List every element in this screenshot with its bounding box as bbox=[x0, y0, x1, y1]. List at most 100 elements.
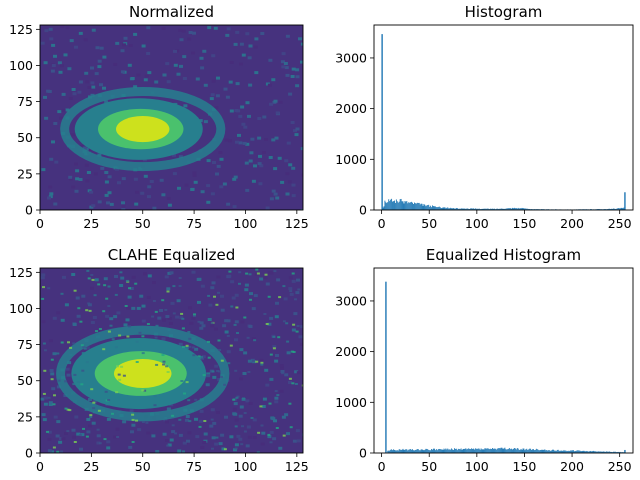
noise-pixel bbox=[143, 78, 148, 82]
noise-pixel bbox=[127, 63, 132, 67]
noise-pixel bbox=[65, 108, 70, 112]
histogram-bar bbox=[461, 208, 463, 210]
texture-pixel bbox=[166, 444, 170, 447]
histogram-bar bbox=[549, 450, 551, 453]
noise-pixel bbox=[89, 190, 94, 194]
histogram-bar bbox=[416, 449, 418, 453]
noise-pixel bbox=[237, 133, 241, 137]
noise-pixel bbox=[120, 49, 125, 53]
noise-pixel bbox=[71, 428, 76, 432]
histogram-bar bbox=[504, 447, 506, 453]
texture-pixel bbox=[220, 359, 224, 362]
noise-pixel bbox=[241, 122, 246, 126]
noise-pixel bbox=[258, 154, 262, 158]
histogram-bar bbox=[428, 204, 430, 210]
texture-pixel bbox=[213, 295, 216, 298]
noise-pixel bbox=[55, 434, 60, 438]
texture-pixel bbox=[134, 282, 138, 285]
noise-pixel bbox=[54, 160, 59, 164]
histogram-bar bbox=[438, 448, 440, 453]
subplot-title: CLAHE Equalized bbox=[108, 246, 236, 264]
texture-pixel bbox=[67, 341, 70, 344]
histogram-bar bbox=[405, 449, 407, 453]
histogram-bar bbox=[605, 451, 607, 453]
noise-pixel bbox=[253, 45, 258, 49]
texture-pixel bbox=[236, 395, 240, 398]
noise-pixel bbox=[195, 435, 200, 439]
histogram-bar bbox=[493, 208, 495, 210]
texture-pixel bbox=[243, 430, 247, 433]
noise-pixel bbox=[203, 83, 208, 87]
noise-pixel bbox=[277, 156, 282, 160]
histogram-bar bbox=[589, 451, 591, 453]
noise-pixel bbox=[248, 83, 253, 87]
x-tick-label: 125 bbox=[285, 216, 309, 231]
noise-pixel bbox=[57, 110, 62, 114]
histogram-bar bbox=[536, 449, 538, 453]
noise-pixel bbox=[117, 181, 121, 185]
histogram-bar bbox=[603, 451, 605, 453]
texture-pixel bbox=[246, 336, 250, 339]
noise-pixel bbox=[141, 44, 146, 48]
texture-pixel bbox=[103, 284, 107, 287]
noise-pixel bbox=[280, 180, 285, 184]
histogram-bar bbox=[529, 208, 531, 210]
noise-pixel bbox=[48, 185, 53, 189]
noise-pixel bbox=[53, 202, 58, 206]
noise-pixel bbox=[210, 93, 215, 97]
noise-pixel bbox=[147, 185, 152, 189]
texture-pixel bbox=[255, 268, 259, 271]
noise-pixel bbox=[213, 327, 218, 331]
noise-pixel bbox=[232, 177, 237, 181]
noise-pixel bbox=[209, 97, 214, 101]
noise-pixel bbox=[76, 432, 81, 436]
histogram-bar bbox=[445, 448, 447, 453]
noise-pixel bbox=[121, 204, 126, 208]
texture-pixel bbox=[155, 324, 159, 327]
noise-pixel bbox=[226, 319, 231, 323]
texture-pixel bbox=[274, 390, 278, 393]
noise-pixel bbox=[216, 275, 221, 279]
texture-pixel bbox=[207, 356, 211, 359]
noise-pixel bbox=[59, 64, 64, 68]
noise-pixel bbox=[41, 413, 46, 417]
histogram-bar bbox=[433, 206, 434, 210]
histogram-bar bbox=[437, 449, 439, 453]
noise-pixel bbox=[262, 151, 266, 154]
noise-pixel bbox=[199, 56, 204, 60]
texture-pixel bbox=[69, 353, 73, 356]
histogram-bar bbox=[613, 451, 614, 453]
noise-pixel bbox=[210, 286, 215, 290]
histogram-bar bbox=[420, 203, 422, 210]
noise-pixel bbox=[192, 171, 197, 175]
noise-pixel bbox=[248, 44, 253, 48]
noise-pixel bbox=[61, 108, 66, 112]
noise-pixel bbox=[72, 323, 77, 326]
noise-pixel bbox=[235, 140, 239, 144]
y-tick-label: 100 bbox=[9, 58, 33, 73]
x-tick-label: 200 bbox=[560, 216, 584, 231]
noise-pixel bbox=[195, 77, 200, 81]
histogram-bar bbox=[405, 201, 407, 210]
noise-pixel bbox=[131, 275, 136, 279]
subplot-4: Equalized Histogram 0 50 100 150 200 250 0 1000 2… bbox=[335, 246, 634, 474]
histogram-bar bbox=[621, 207, 623, 210]
histogram-bar bbox=[475, 448, 477, 453]
texture-pixel bbox=[178, 418, 182, 421]
texture-pixel bbox=[73, 289, 77, 292]
noise-pixel bbox=[47, 437, 52, 441]
histogram-bar bbox=[499, 208, 501, 210]
texture-pixel bbox=[116, 365, 119, 368]
histogram-bar bbox=[503, 448, 505, 453]
noise-pixel bbox=[187, 431, 192, 435]
histogram-bar bbox=[507, 449, 509, 453]
histogram-bar bbox=[528, 449, 530, 453]
noise-pixel bbox=[116, 311, 121, 315]
texture-pixel bbox=[290, 350, 294, 353]
histogram-bar bbox=[613, 208, 614, 210]
histogram-bar bbox=[584, 451, 586, 453]
noise-pixel bbox=[42, 418, 47, 422]
noise-pixel bbox=[97, 153, 102, 157]
histogram-bar bbox=[507, 208, 509, 210]
noise-pixel bbox=[121, 208, 126, 210]
